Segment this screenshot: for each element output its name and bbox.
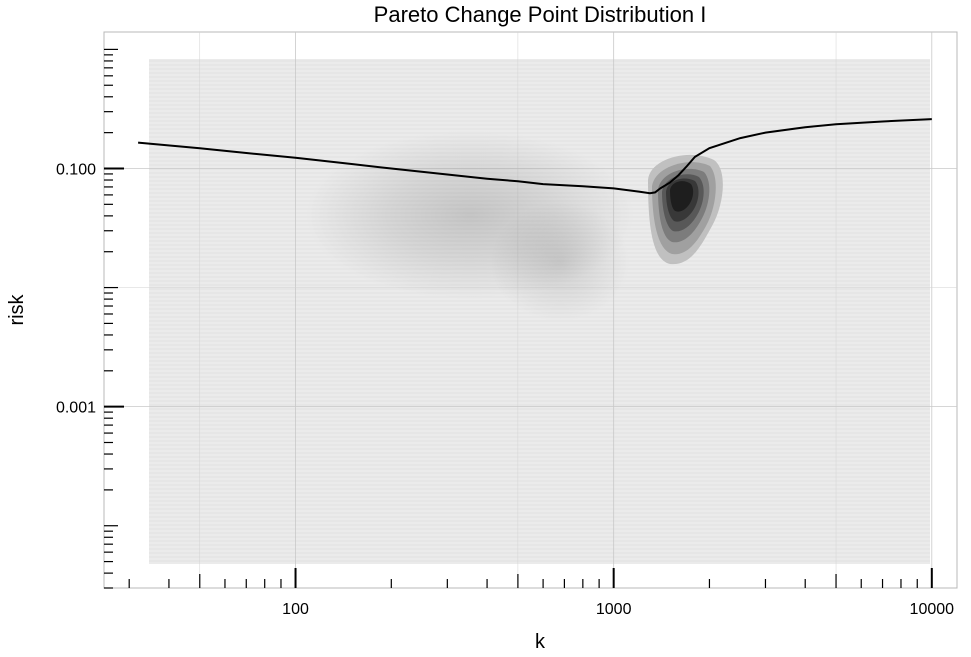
x-axis: 100 1000 10000 <box>104 568 957 618</box>
x-tick-label: 10000 <box>910 601 955 618</box>
y-tick-label: 0.001 <box>56 400 96 417</box>
y-axis: 0.001 0.100 <box>56 32 124 589</box>
density-dark-blob <box>648 154 723 265</box>
chart-title: Pareto Change Point Distribution I <box>374 2 707 27</box>
x-tick-label: 1000 <box>596 601 632 618</box>
density-faint-blob <box>305 130 635 322</box>
y-tick-label: 0.100 <box>56 161 96 178</box>
x-tick-label: 100 <box>282 601 309 618</box>
series-line <box>138 118 932 195</box>
x-axis-label: k <box>535 631 546 653</box>
y-axis-label: risk <box>6 293 28 325</box>
